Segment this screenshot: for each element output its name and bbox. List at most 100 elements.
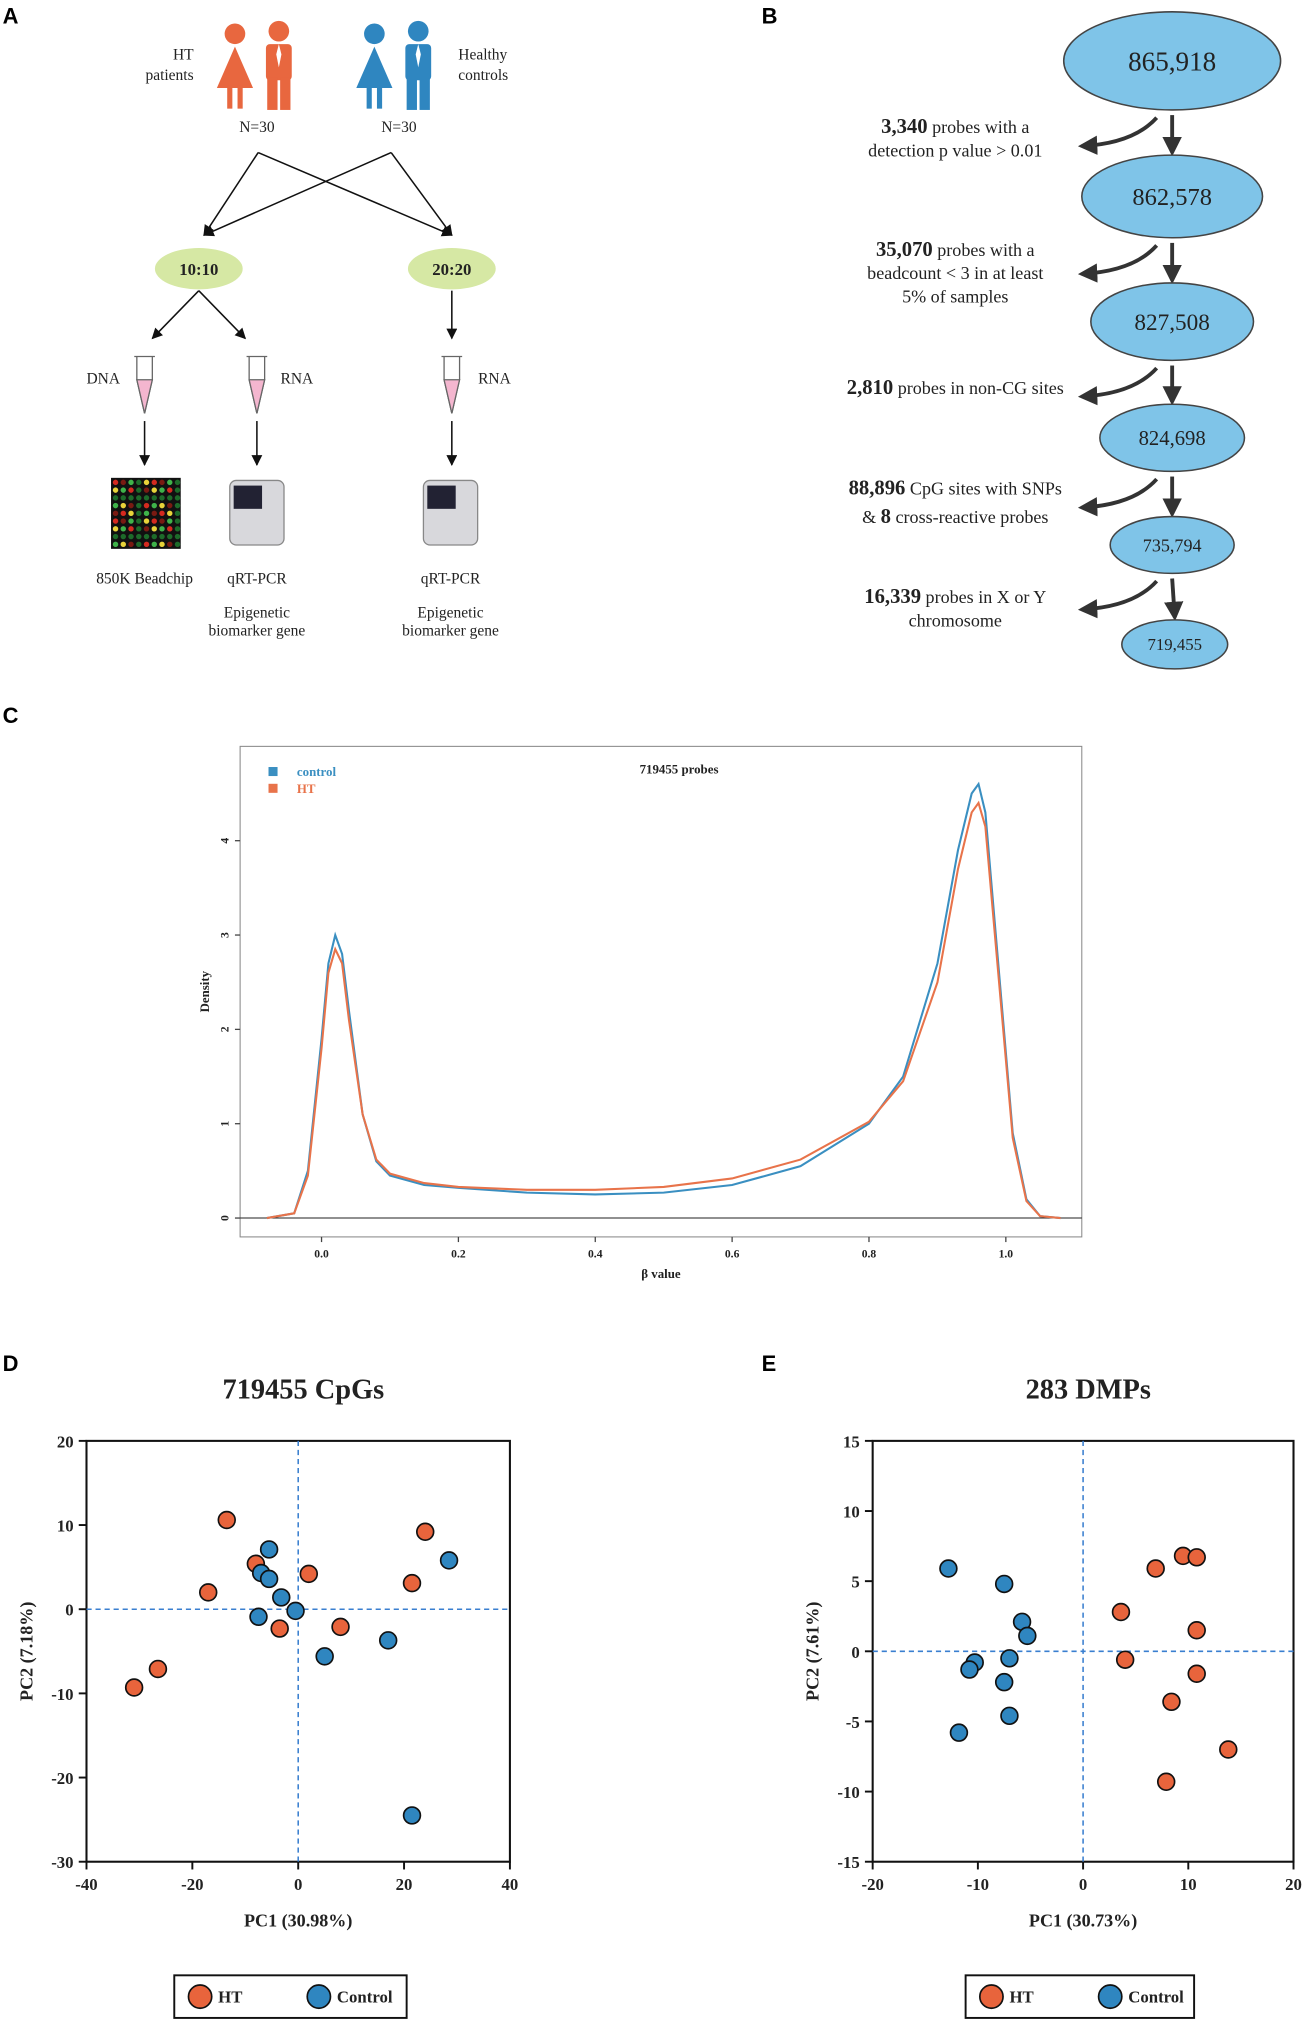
- group-label: patients: [145, 67, 193, 84]
- chip-dot: [112, 502, 119, 509]
- chip-dot: [167, 510, 173, 517]
- chip-dot: [174, 479, 181, 486]
- flow-node-label: 719,455: [1147, 635, 1202, 654]
- chip-dot: [151, 526, 157, 532]
- filter-text: 88,896 CpG sites with SNPs: [849, 478, 1062, 500]
- chip-dot: [174, 495, 181, 501]
- chart-title: 719455 probes: [640, 762, 719, 776]
- point: [994, 1574, 1014, 1594]
- point: [1187, 1664, 1206, 1683]
- chip-dot: [128, 479, 134, 486]
- chip-dot: [120, 533, 126, 540]
- sample-label: DNA: [86, 371, 120, 388]
- panel-label: E: [762, 1351, 777, 1376]
- chip-dot: [151, 510, 157, 517]
- x-tick-label: 0.6: [725, 1248, 740, 1261]
- y-tick-label: 0: [65, 1601, 73, 1620]
- diagram-a: HT patients Healthy controls N=30 N=30 1…: [86, 20, 512, 639]
- filter-text-part: 16,339: [864, 586, 921, 608]
- filter-text-part: probes with a: [928, 117, 1030, 137]
- chip-dot: [136, 518, 142, 524]
- point: [217, 1510, 236, 1530]
- point: [1146, 1559, 1165, 1578]
- chip-dot: [112, 510, 119, 517]
- chip-dot: [167, 541, 173, 548]
- x-tick-label: -10: [967, 1875, 989, 1894]
- x-axis-label: PC1 (30.73%): [1029, 1910, 1137, 1931]
- filter-text-part: probes in non-CG sites: [893, 378, 1064, 398]
- chip-dot: [159, 541, 165, 548]
- y-tick-label: 0: [851, 1643, 859, 1662]
- point: [1018, 1626, 1037, 1646]
- y-tick-label: 1: [218, 1121, 231, 1127]
- legend-label: HT: [218, 1987, 242, 2006]
- y-tick-label: 0: [218, 1215, 231, 1221]
- chip-dot: [136, 502, 142, 509]
- design-node: [154, 248, 243, 290]
- chip-dot: [167, 518, 173, 524]
- chip-dot: [151, 479, 157, 486]
- point: [1156, 1772, 1176, 1791]
- filter-text-part: 5% of samples: [902, 286, 1008, 306]
- chip-dot: [128, 518, 134, 524]
- chip-dot: [143, 502, 150, 509]
- filter-arrow: [1077, 244, 1159, 283]
- chip-dot: [167, 487, 173, 493]
- chip-dot: [174, 541, 181, 548]
- chip-dot: [159, 495, 165, 501]
- flow-node-label: 735,794: [1143, 535, 1202, 555]
- y-tick-label: -10: [51, 1685, 73, 1704]
- point: [1111, 1602, 1131, 1622]
- filter-arrow: [1077, 116, 1159, 155]
- point: [416, 1522, 435, 1542]
- chip-dot: [128, 533, 134, 540]
- chart-title: 283 DMPs: [1026, 1374, 1151, 1405]
- panel-label: A: [3, 3, 19, 28]
- point: [148, 1659, 168, 1679]
- legend-label: Control: [1128, 1987, 1184, 2006]
- design-label: 20:20: [432, 260, 471, 279]
- chip-dot: [167, 526, 173, 532]
- filter-arrow: [1077, 579, 1159, 619]
- tubes: [134, 355, 463, 414]
- filter-text-part: chromosome: [909, 610, 1002, 630]
- chip-dot: [174, 487, 181, 493]
- chip-dot: [159, 526, 165, 532]
- purpose-label: Epigenetic: [224, 604, 290, 621]
- y-tick-label: -10: [837, 1783, 859, 1802]
- point: [402, 1806, 422, 1825]
- chip-dot: [136, 487, 142, 493]
- chip-dot: [151, 541, 157, 548]
- chip-dot: [120, 495, 126, 501]
- point: [949, 1723, 969, 1742]
- x-tick-label: 20: [1285, 1875, 1302, 1894]
- flow-node: [1121, 619, 1229, 670]
- filter-arrow: [1077, 366, 1159, 406]
- filter-text: 3,340 probes with a: [881, 116, 1029, 138]
- flow-node: [1081, 154, 1264, 239]
- chip-dot: [143, 487, 150, 493]
- y-tick-label: 20: [57, 1432, 74, 1451]
- x-tick-label: 0.4: [588, 1248, 603, 1261]
- point: [994, 1672, 1014, 1692]
- n-label: N=30: [239, 119, 275, 136]
- chip-dot: [159, 510, 165, 517]
- chip-dot: [128, 510, 134, 517]
- arrows: [139, 151, 458, 467]
- flow-node-label: 862,578: [1132, 184, 1212, 211]
- point: [439, 1551, 459, 1570]
- chip-dot: [143, 533, 150, 540]
- y-tick-label: -15: [837, 1853, 859, 1872]
- chip-dot: [151, 487, 157, 493]
- chip-dot: [159, 533, 165, 540]
- point: [960, 1660, 979, 1679]
- flow-arrow: [1164, 578, 1184, 622]
- chip-dot: [112, 495, 119, 501]
- filter-text-part: 8: [881, 506, 891, 528]
- legend-marker: [1097, 1984, 1123, 2010]
- filter-text-part: beadcount < 3 in at least: [867, 263, 1043, 283]
- y-axis-label: Density: [198, 970, 212, 1012]
- design-node: [407, 248, 496, 290]
- y-axis-label: PC2 (7.61%): [802, 1602, 823, 1701]
- chip-dot: [128, 541, 134, 548]
